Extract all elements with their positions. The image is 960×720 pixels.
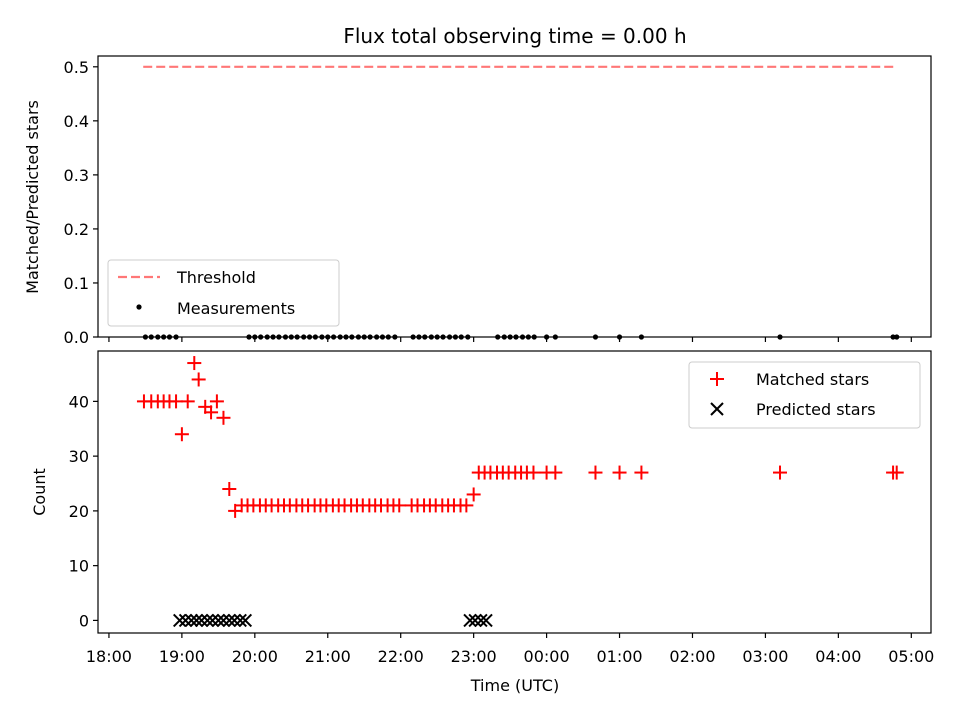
matched-star-point <box>174 427 189 442</box>
bottom-panel-frame <box>97 350 932 634</box>
bottom-y-tick-label: 40 <box>69 392 89 411</box>
matched-star-point <box>773 465 788 480</box>
x-tick-label: 19:00 <box>159 647 205 666</box>
matched-star-point <box>466 487 481 502</box>
x-tick-label: 05:00 <box>888 647 934 666</box>
matched-star-point <box>204 405 219 420</box>
x-tick-label: 18:00 <box>86 647 132 666</box>
legend-measurements-label: Measurements <box>177 299 295 318</box>
legend-measurements-swatch <box>136 304 142 310</box>
legend-matched-label: Matched stars <box>756 370 869 389</box>
legend-matched-swatch <box>710 372 724 386</box>
predicted-star-point <box>189 613 204 628</box>
x-tick-label: 01:00 <box>596 647 642 666</box>
matched-star-point <box>216 410 231 425</box>
bottom-panel-marks <box>136 356 904 628</box>
x-axis-label: Time (UTC) <box>470 676 559 695</box>
top-panel-frame <box>97 55 932 338</box>
bottom-y-axis-label: Count <box>30 468 49 516</box>
predicted-star-point <box>227 613 242 628</box>
matched-star-point <box>169 394 184 409</box>
predicted-star-point <box>172 613 187 628</box>
matched-star-point <box>548 465 563 480</box>
x-tick-label: 00:00 <box>524 647 570 666</box>
matched-star-point <box>392 498 407 513</box>
top-y-tick-label: 0.4 <box>64 112 89 131</box>
x-tick-label: 23:00 <box>451 647 497 666</box>
x-tick-label: 21:00 <box>305 647 351 666</box>
matched-star-point <box>612 465 627 480</box>
top-legend-frame <box>107 259 340 327</box>
predicted-star-point <box>216 613 231 628</box>
legend-predicted-swatch <box>710 402 724 416</box>
top-panel: 0.0 0.1 0.2 0.3 0.4 0.5 Matched/Predicted sta… <box>23 55 932 347</box>
matched-star-point <box>634 465 649 480</box>
top-y-tick-label: 0.1 <box>64 274 89 293</box>
predicted-star-point <box>233 613 247 628</box>
predicted-star-point <box>194 613 209 628</box>
matched-star-point <box>209 394 224 409</box>
bottom-y-tick-label: 10 <box>69 557 89 576</box>
top-y-tick-label: 0.3 <box>64 166 89 185</box>
predicted-star-point <box>222 613 237 628</box>
matched-star-point <box>459 498 474 513</box>
legend-threshold-label: Threshold <box>176 268 256 287</box>
matched-star-point <box>526 465 541 480</box>
predicted-star-point <box>184 613 199 628</box>
predicted-star-point <box>211 613 226 628</box>
x-tick-label: 04:00 <box>815 647 861 666</box>
bottom-y-tick-label: 30 <box>69 447 89 466</box>
top-legend: Threshold Measurements <box>107 259 340 327</box>
predicted-star-point <box>200 613 215 628</box>
predicted-star-point <box>479 613 493 628</box>
predicted-star-point <box>238 613 253 628</box>
matched-star-point <box>222 481 237 496</box>
bottom-y-ticks: 0 10 20 30 40 <box>69 392 98 630</box>
legend-predicted-label: Predicted stars <box>756 400 876 419</box>
bottom-y-tick-label: 0 <box>79 611 89 630</box>
bottom-legend-frame <box>688 361 921 429</box>
top-y-ticks: 0.0 0.1 0.2 0.3 0.4 0.5 <box>64 58 98 347</box>
chart-title: Flux total observing time = 0.00 h <box>343 24 686 48</box>
x-tick-label: 22:00 <box>378 647 424 666</box>
bottom-legend: Matched stars Predicted stars <box>688 361 921 429</box>
predicted-star-point <box>205 613 220 628</box>
matched-star-point <box>187 356 202 371</box>
matched-star-point <box>180 394 195 409</box>
top-x-ticks <box>108 337 912 342</box>
predicted-star-point <box>468 613 482 628</box>
bottom-panel: 0 10 20 30 40 18:00 19:00 20:00 21:00 22:00 23:00… <box>30 350 934 695</box>
bottom-x-ticks: 18:00 19:00 20:00 21:00 22:00 23:00 00:00 01:00… <box>86 633 934 666</box>
x-tick-label: 20:00 <box>232 647 278 666</box>
matched-star-point <box>889 465 904 480</box>
predicted-star-point <box>463 613 477 628</box>
top-y-tick-label: 0.2 <box>64 220 89 239</box>
predicted-star-point <box>178 613 193 628</box>
top-y-tick-label: 0.0 <box>64 328 89 347</box>
bottom-y-tick-label: 20 <box>69 502 89 521</box>
matched-star-point <box>191 372 206 387</box>
predicted-star-point <box>474 613 488 628</box>
top-y-tick-label: 0.5 <box>64 58 89 77</box>
x-tick-label: 02:00 <box>669 647 715 666</box>
matched-star-point <box>588 465 603 480</box>
x-tick-label: 03:00 <box>742 647 788 666</box>
top-y-axis-label: Matched/Predicted stars <box>23 100 42 294</box>
